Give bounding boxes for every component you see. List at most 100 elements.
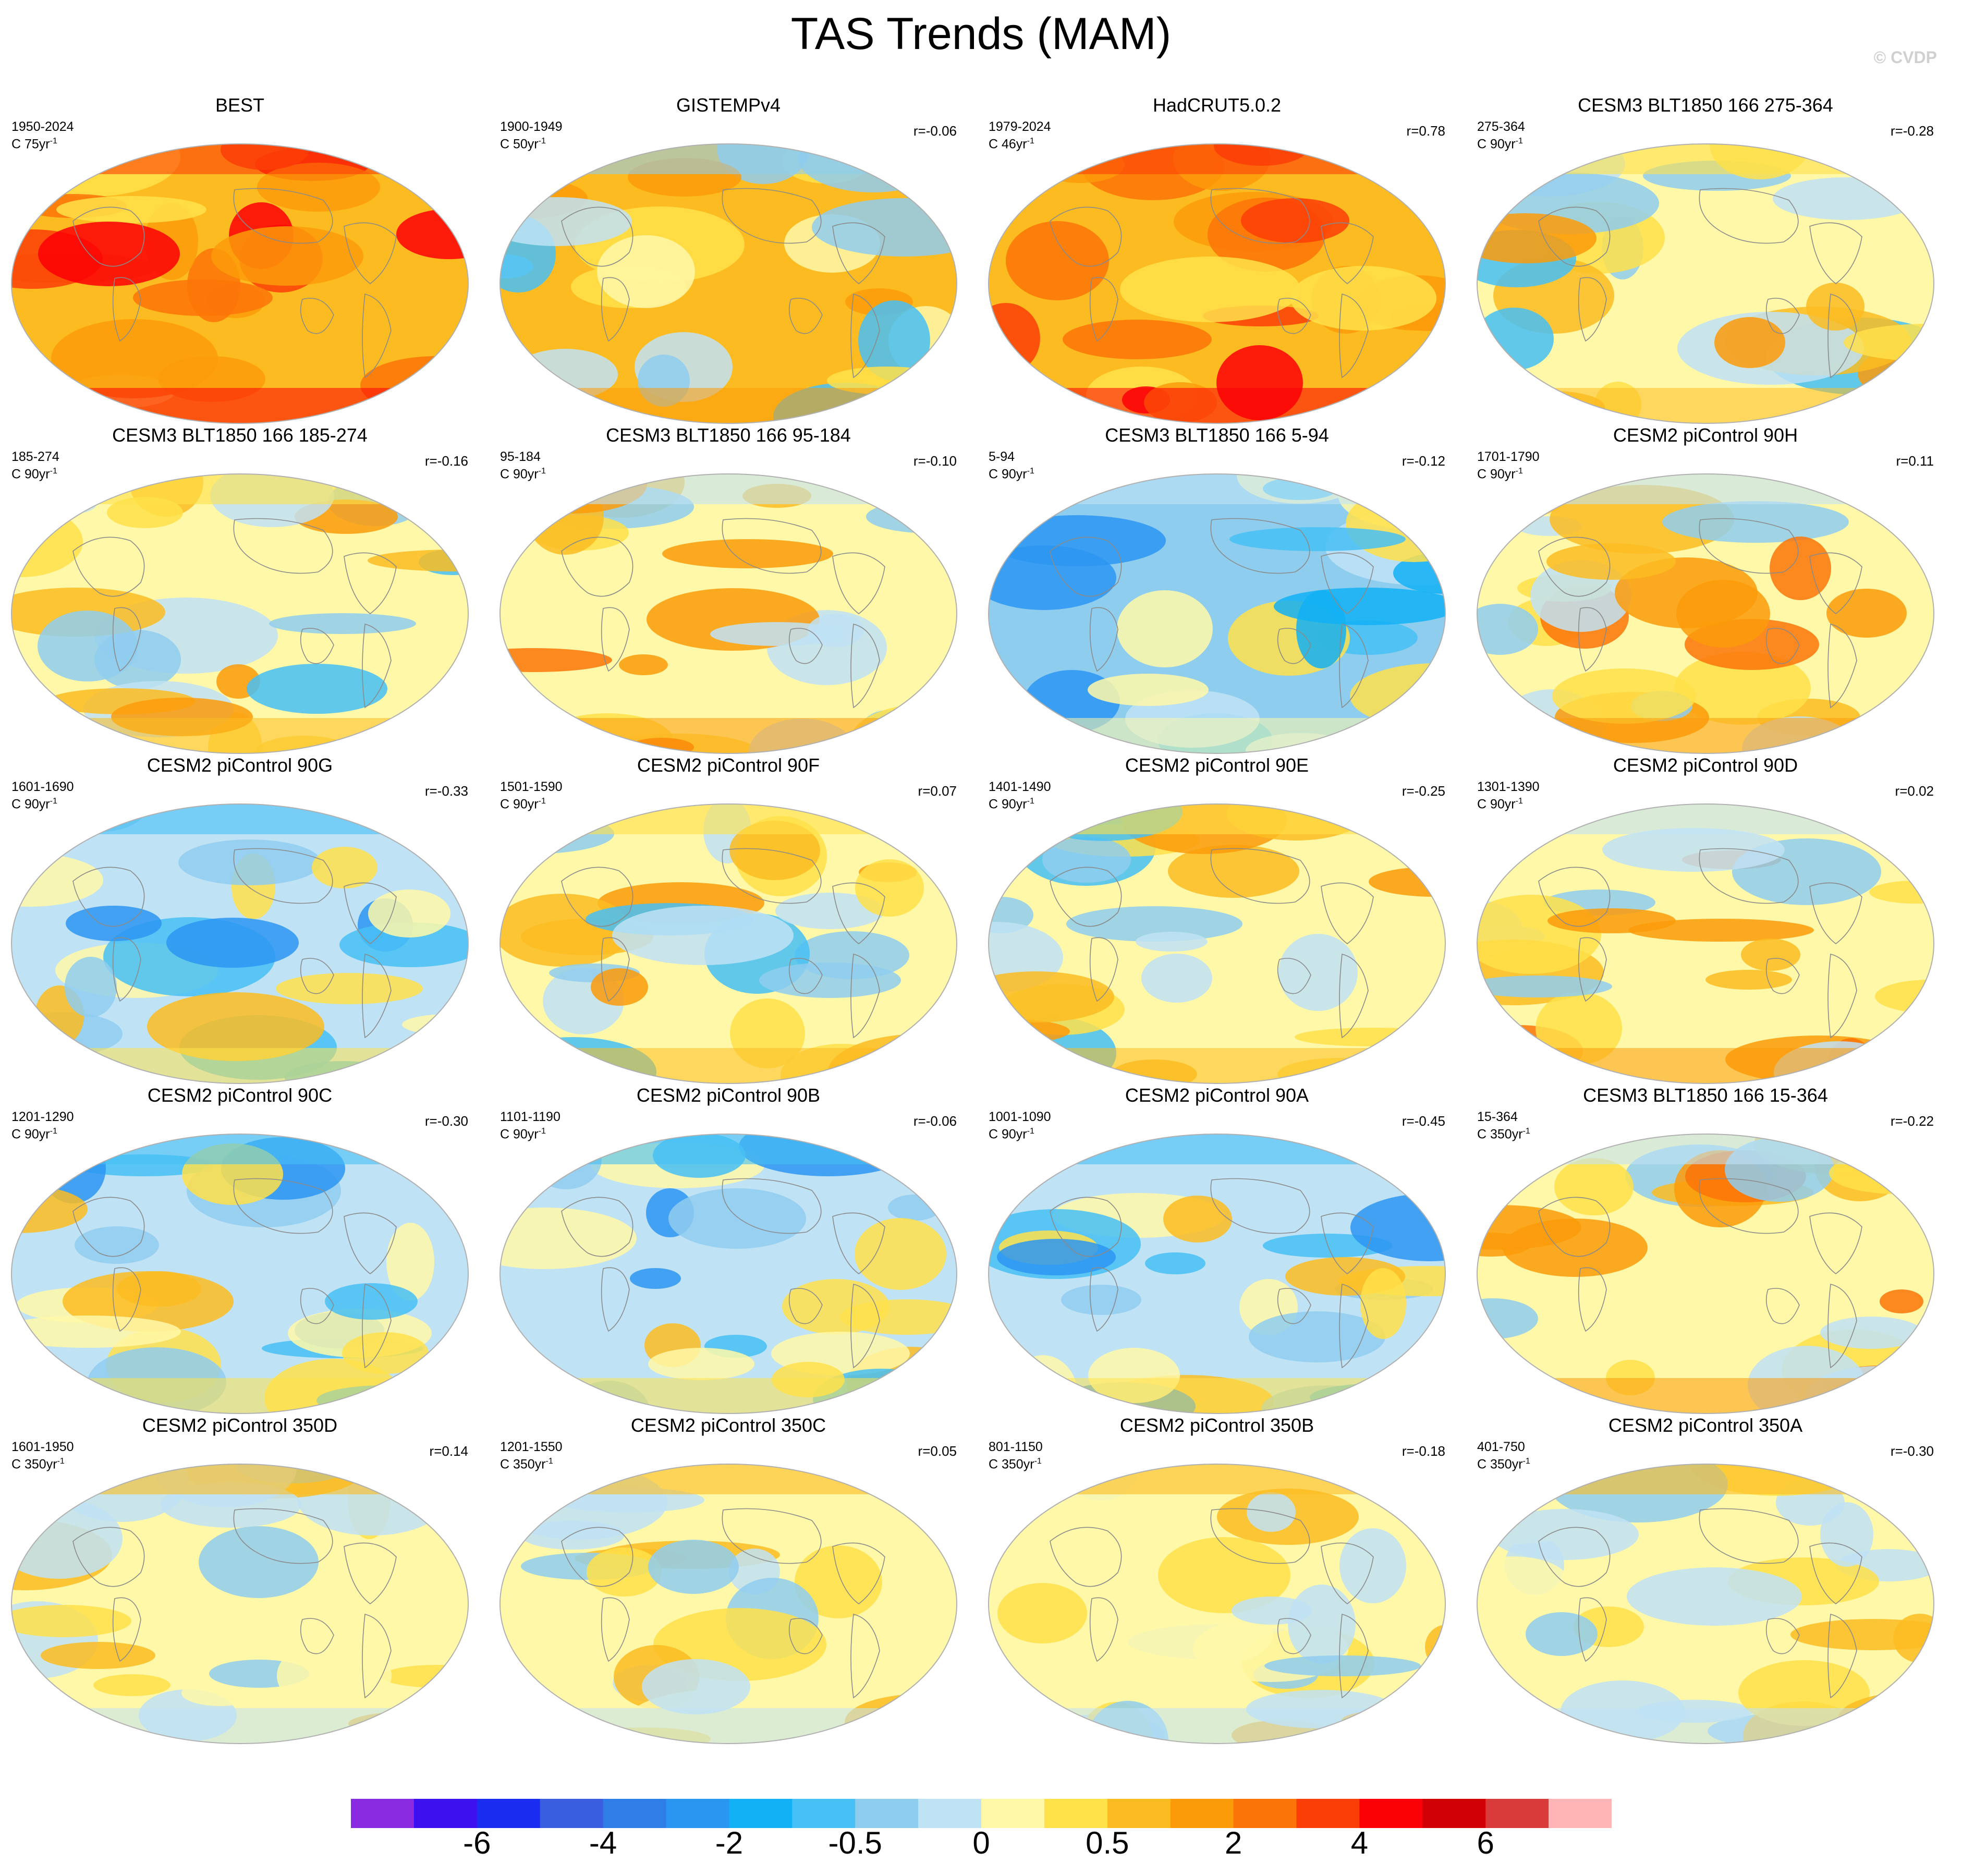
trend-anomaly-region (368, 1393, 468, 1414)
continent-outline (1321, 1212, 1374, 1275)
trend-anomaly-region (858, 300, 930, 381)
panel-period: 1601-1950 (11, 1440, 74, 1454)
panel-period: 1601-1690 (11, 779, 74, 794)
trend-anomaly-region (1295, 1028, 1445, 1046)
panel-units: C 350yr-1 (989, 1454, 1042, 1472)
colorbar-swatch (981, 1799, 1045, 1828)
trend-anomaly-region (1602, 828, 1785, 872)
continent-outline (112, 1267, 141, 1332)
antarctic-band (1477, 718, 1934, 753)
panel-units-text: C 90yr (989, 467, 1027, 482)
continent-outline (362, 294, 392, 379)
panel-units: C 90yr-1 (500, 464, 546, 482)
antarctic-band (500, 718, 957, 753)
panel-units: C 90yr-1 (11, 1124, 57, 1142)
panel-title: CESM2 piControl 90G (147, 754, 333, 776)
continent-outline (1089, 607, 1118, 672)
trend-map (11, 143, 469, 424)
trend-anomaly-region (312, 847, 377, 888)
continent-outline (722, 188, 822, 244)
colorbar-tick-label: -6 (463, 1825, 491, 1860)
panel-title: CESM2 piControl 350D (142, 1415, 338, 1436)
continent-outline (1699, 1508, 1799, 1564)
trend-anomaly-region (795, 1545, 882, 1618)
antarctic-band (989, 388, 1445, 423)
panel-correlation: r=-0.30 (1890, 1443, 1934, 1459)
antarctic-band (989, 1708, 1445, 1744)
continent-outline (850, 624, 880, 709)
panel-correlation: r=-0.33 (424, 783, 468, 799)
trend-anomaly-region (612, 906, 794, 965)
panel-title: CESM2 piControl 350C (630, 1415, 826, 1436)
trend-anomaly-region (339, 730, 468, 753)
trend-anomaly-region (668, 1188, 806, 1249)
panel-title: BEST (215, 94, 265, 116)
trend-anomaly-region (597, 235, 695, 308)
trend-anomaly-region (1232, 1597, 1312, 1625)
map-panel: CESM2 piControl 90G 1601-1690 C 90yr-1 r=-0… (0, 754, 480, 1084)
map-border (499, 1134, 957, 1414)
trend-anomaly-region (1820, 1502, 1873, 1567)
trend-anomaly-region (11, 1605, 131, 1637)
panel-units-text: C 90yr (1477, 137, 1516, 152)
trend-anomaly-region (1360, 1268, 1406, 1339)
continent-outline (832, 552, 885, 615)
continent-outline (1210, 518, 1310, 574)
continent-outline (300, 1618, 334, 1654)
trend-map (499, 1464, 957, 1744)
trend-anomaly-region (500, 1464, 576, 1504)
colorbar-swatch (1422, 1799, 1486, 1828)
map-panel: CESM2 piControl 350A 401-750 C 350yr-1 r=-0… (1466, 1414, 1945, 1744)
panel-units: C 90yr-1 (500, 794, 546, 812)
antarctic-band (989, 1048, 1445, 1083)
continent-outline (601, 1267, 630, 1332)
panel-title: CESM2 piControl 90C (147, 1085, 333, 1106)
trend-anomaly-region (133, 279, 273, 316)
colorbar-swatch (540, 1799, 604, 1828)
trend-map (499, 473, 957, 754)
colorbar-swatch (351, 1799, 415, 1828)
panel-units: C 350yr-1 (1477, 1124, 1530, 1142)
panel-title: CESM3 BLT1850 166 15-364 (1583, 1085, 1828, 1106)
trend-anomaly-region (396, 209, 468, 259)
trend-anomaly-region (1158, 1537, 1290, 1613)
map-panel: GISTEMPv4 1900-1949 C 50yr-1 r=-0.06 (489, 94, 968, 424)
colorbar-tick-label: 6 (1477, 1825, 1494, 1860)
antarctic-band (1477, 1378, 1934, 1414)
trend-anomaly-region (75, 1226, 159, 1264)
continent-outline (561, 537, 633, 597)
continent-outline (1321, 882, 1374, 945)
panel-units: C 90yr-1 (1477, 794, 1523, 812)
continent-outline (1050, 867, 1122, 927)
map-panel: CESM2 piControl 350B 801-1150 C 350yr-1 r=-… (977, 1414, 1457, 1744)
trend-anomaly-region (65, 957, 117, 1017)
panel-units-text: C 350yr (989, 1457, 1034, 1472)
continent-outline (1699, 518, 1799, 574)
panel-correlation: r=-0.30 (424, 1113, 468, 1129)
trend-anomaly-region (325, 1283, 418, 1320)
trend-anomaly-region (1393, 552, 1445, 594)
continent-outline (72, 537, 145, 597)
trend-anomaly-region (1773, 177, 1921, 220)
trend-anomaly-region (1628, 919, 1814, 942)
continent-outline (561, 867, 633, 927)
panel-title: CESM2 piControl 90H (1613, 424, 1798, 446)
panel-units-exponent: -1 (538, 467, 546, 476)
colorbar-swatch (1549, 1799, 1612, 1828)
colorbar-tick-label: -2 (715, 1825, 744, 1860)
map-border (988, 1134, 1446, 1414)
colorbar-swatch (918, 1799, 982, 1828)
arctic-band (500, 1134, 957, 1164)
trend-anomaly-region (38, 611, 138, 681)
trend-anomaly-region (396, 1713, 468, 1744)
continent-outline (1765, 958, 1800, 994)
panel-period: 1001-1090 (989, 1110, 1051, 1124)
trend-anomaly-region (587, 1548, 662, 1597)
trend-anomaly-region (759, 963, 901, 998)
trend-anomaly-region (527, 480, 604, 555)
trend-anomaly-region (500, 1208, 637, 1269)
panel-correlation: r=-0.25 (1402, 783, 1445, 799)
trend-anomaly-region (1676, 580, 1770, 648)
panel-units-exponent: -1 (50, 797, 57, 806)
continent-outline (1277, 1288, 1311, 1324)
